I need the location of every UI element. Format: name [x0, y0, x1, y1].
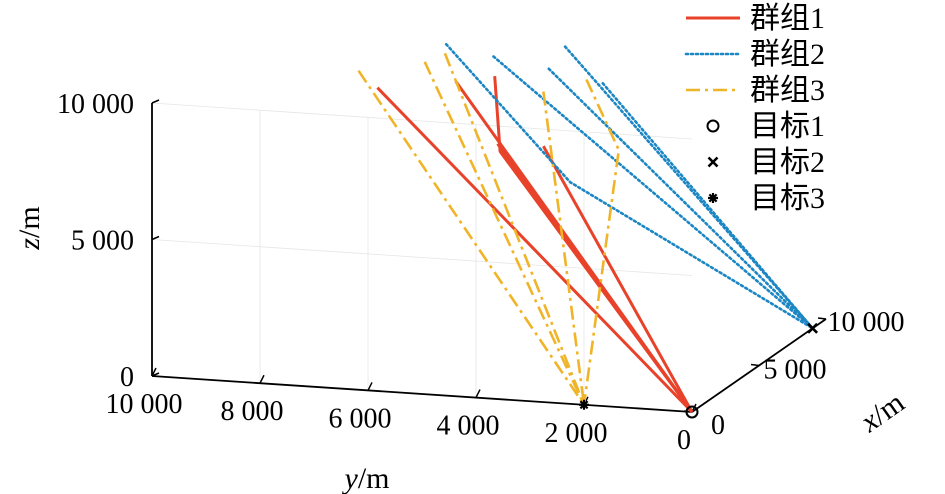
y-tick-label: 10 000 — [106, 389, 183, 420]
legend-entry: 群组3 — [686, 74, 825, 107]
trajectory-line — [444, 42, 814, 330]
trajectory-line — [496, 142, 694, 413]
series-lines — [357, 42, 814, 414]
trajectory-line — [376, 86, 694, 414]
grid-line — [151, 102, 693, 140]
x-tick — [817, 317, 827, 320]
trajectory-line — [443, 52, 586, 406]
trajectory-line — [582, 78, 621, 405]
y-tick — [151, 367, 157, 377]
legend-entry: 群组2 — [684, 38, 825, 71]
legend-label: 群组2 — [750, 38, 825, 71]
legend-marker — [706, 119, 720, 133]
z-tick-label: 0 — [120, 362, 134, 393]
trajectory-line — [601, 82, 814, 330]
y-axis-line — [151, 375, 693, 413]
legend-label: 目标2 — [750, 146, 825, 179]
legend-label: 目标1 — [750, 110, 825, 143]
y-tick-label: 2 000 — [545, 418, 608, 449]
target-marker — [579, 399, 589, 410]
trajectory-line — [357, 69, 586, 406]
y-tick — [259, 374, 265, 384]
y-tick-label: 0 — [677, 425, 691, 456]
legend-marker — [708, 193, 718, 203]
y-tick — [475, 389, 481, 398]
trajectory-line — [542, 91, 586, 405]
trajectory-line — [547, 67, 814, 330]
z-tick-label: 10 000 — [57, 89, 134, 120]
x-tick-label: 10 000 — [828, 307, 905, 338]
x-tick-label: 0 — [711, 410, 725, 441]
z-tick — [151, 235, 160, 241]
x-tick-label: 5 000 — [764, 355, 827, 386]
axes — [151, 103, 827, 413]
tick-marks — [151, 99, 827, 413]
legend-marker — [707, 156, 719, 168]
trajectory-line — [542, 145, 694, 413]
legend-entry: 目标1 — [706, 110, 825, 143]
legend-label: 群组3 — [750, 74, 825, 107]
z-tick-label: 5 000 — [71, 226, 134, 257]
target-markers — [579, 322, 819, 419]
target-marker — [807, 322, 819, 334]
y-axis-title: y/m — [342, 462, 390, 494]
grid-lines — [151, 102, 693, 405]
legend-entry: 目标2 — [707, 146, 825, 179]
trajectory-line — [423, 61, 586, 406]
trajectory-line — [492, 55, 814, 330]
y-tick-label: 4 000 — [437, 411, 500, 442]
legend-label: 群组1 — [750, 2, 825, 35]
y-tick-label: 8 000 — [221, 396, 284, 427]
legend-entry: 目标3 — [708, 182, 825, 215]
y-tick-label: 6 000 — [329, 403, 392, 434]
legend-label: 目标3 — [750, 182, 825, 215]
x-axis-title: x/m — [854, 386, 911, 439]
z-axis-title: z/m — [13, 206, 46, 250]
x-tick — [750, 363, 760, 367]
y-tick — [367, 382, 373, 391]
legend-entry: 群组1 — [686, 2, 825, 35]
z-tick — [151, 372, 160, 377]
target-marker — [685, 405, 699, 419]
z-tick — [151, 99, 160, 104]
